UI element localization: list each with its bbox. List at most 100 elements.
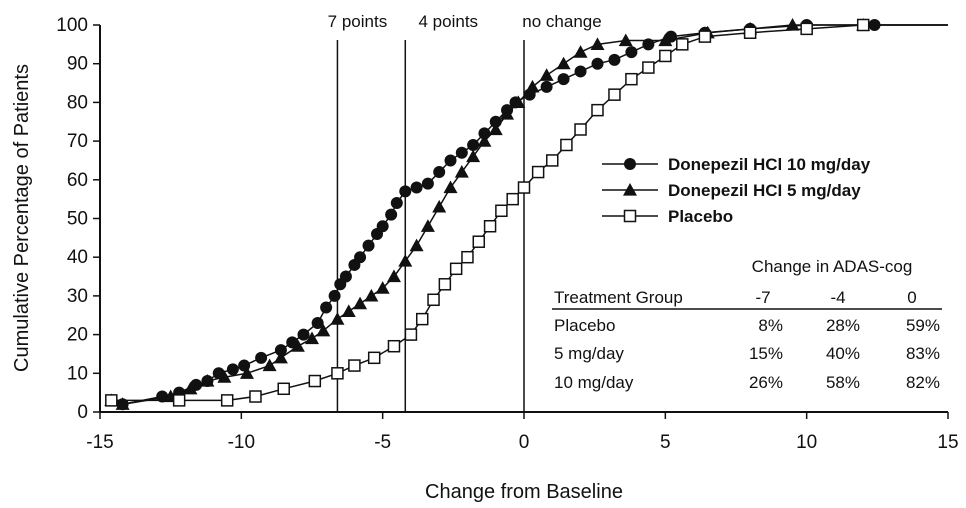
table-row-placebo-col2: 28% <box>826 316 860 335</box>
table-row-10mg-col3: 82% <box>906 373 940 392</box>
data-point-triangle <box>618 33 633 47</box>
data-point-triangle <box>115 397 130 410</box>
y-tick-label: 50 <box>67 209 88 230</box>
data-point-square <box>249 390 262 403</box>
data-point-triangle <box>623 183 637 196</box>
data-point-square <box>387 339 401 353</box>
series-2 <box>105 18 948 407</box>
data-point-triangle <box>785 18 800 31</box>
data-point-square <box>546 154 559 167</box>
x-tick-label: 10 <box>796 432 817 453</box>
legend-label: Placebo <box>668 207 733 226</box>
reference-line-label: no change <box>522 12 601 31</box>
x-axis-title: Change from Baseline <box>425 481 623 503</box>
table-header-col1: -7 <box>755 288 770 307</box>
x-tick-label: 15 <box>937 432 958 453</box>
data-point-circle <box>625 46 638 59</box>
data-point-triangle <box>386 269 401 283</box>
data-point-square <box>625 72 638 86</box>
data-point-square <box>531 165 545 179</box>
data-point-triangle <box>341 304 356 317</box>
data-point-triangle <box>454 165 469 178</box>
legend-label: Donepezil HCl 10 mg/day <box>668 155 871 174</box>
table-title: Change in ADAS-cog <box>752 257 913 276</box>
adas-cog-table: Change in ADAS-cog Treatment Group -7 -4… <box>552 257 942 392</box>
data-point-circle <box>433 166 446 179</box>
y-axis-title: Cumulative Percentage of Patients <box>11 64 33 372</box>
data-point-square <box>800 22 813 36</box>
y-tick-label: 60 <box>67 170 88 191</box>
x-axis-ticks: -15 -10 -5 0 5 10 15 <box>86 412 959 453</box>
table-row-10mg-col2: 58% <box>826 373 860 392</box>
series-line <box>111 24 948 406</box>
data-point-square <box>427 293 440 307</box>
data-point-triangle <box>573 45 588 58</box>
data-point-circle <box>328 289 341 302</box>
series-line <box>111 24 948 406</box>
data-point-square <box>438 278 452 291</box>
data-point-triangle <box>525 79 540 93</box>
reference-line-label: 7 points <box>328 12 388 31</box>
data-point-circle <box>255 351 268 364</box>
table-row-5mg-col3: 83% <box>906 344 940 363</box>
table-header-group: Treatment Group <box>554 288 683 307</box>
data-point-circle <box>362 239 375 252</box>
data-point-circle <box>274 344 287 357</box>
data-point-triangle <box>262 358 277 372</box>
series-layer <box>104 18 948 411</box>
data-point-triangle <box>511 95 526 108</box>
data-point-triangle <box>353 296 368 310</box>
data-point-circle <box>390 197 403 210</box>
data-point-circle <box>339 270 352 283</box>
data-point-triangle <box>239 366 254 379</box>
x-tick-label: -5 <box>374 432 391 453</box>
data-point-triangle <box>500 107 515 120</box>
data-point-circle <box>444 154 457 167</box>
legend: Donepezil HCl 10 mg/day Donepezil HCI 5 m… <box>602 155 871 226</box>
table-header-col2: -4 <box>830 288 845 307</box>
data-point-circle <box>399 185 412 198</box>
data-point-square <box>220 394 234 407</box>
data-point-square <box>560 138 573 152</box>
data-point-circle <box>557 73 570 86</box>
data-point-triangle <box>290 339 305 352</box>
data-point-square <box>623 209 637 223</box>
reference-line-label: 4 points <box>419 12 479 31</box>
data-point-square <box>308 374 322 388</box>
data-point-triangle <box>409 238 424 252</box>
y-tick-label: 30 <box>67 286 88 307</box>
table-row-5mg-col1: 15% <box>749 344 783 363</box>
table-row-placebo-label: Placebo <box>554 316 615 335</box>
data-point-square <box>574 123 587 136</box>
data-point-triangle <box>183 381 198 395</box>
y-axis-ticks: 0 10 20 30 40 50 60 70 80 90 100 <box>56 15 100 423</box>
data-point-circle <box>311 316 324 329</box>
data-point-square <box>506 192 519 206</box>
data-point-square <box>495 204 508 218</box>
data-point-triangle <box>273 350 288 364</box>
data-point-triangle <box>398 254 413 267</box>
data-point-square <box>449 262 463 276</box>
data-point-square <box>743 26 757 39</box>
y-tick-label: 70 <box>67 131 88 152</box>
data-point-triangle <box>305 331 319 345</box>
data-point-circle <box>226 363 239 376</box>
data-point-circle <box>455 146 468 159</box>
data-point-square <box>367 351 381 365</box>
data-point-circle <box>421 177 434 190</box>
x-tick-label: -15 <box>86 432 113 453</box>
series-1 <box>104 18 948 410</box>
table-row-10mg-label: 10 mg/day <box>554 373 634 392</box>
data-point-circle <box>574 65 587 78</box>
data-point-square <box>415 312 429 326</box>
data-point-square <box>172 394 186 407</box>
data-point-triangle <box>658 33 673 47</box>
data-point-square <box>461 250 474 264</box>
data-point-square <box>483 219 497 233</box>
table-row-5mg-col2: 40% <box>826 344 860 363</box>
y-tick-label: 80 <box>67 92 88 113</box>
data-point-square <box>348 359 361 372</box>
data-point-circle <box>624 158 636 170</box>
data-point-triangle <box>488 122 503 136</box>
